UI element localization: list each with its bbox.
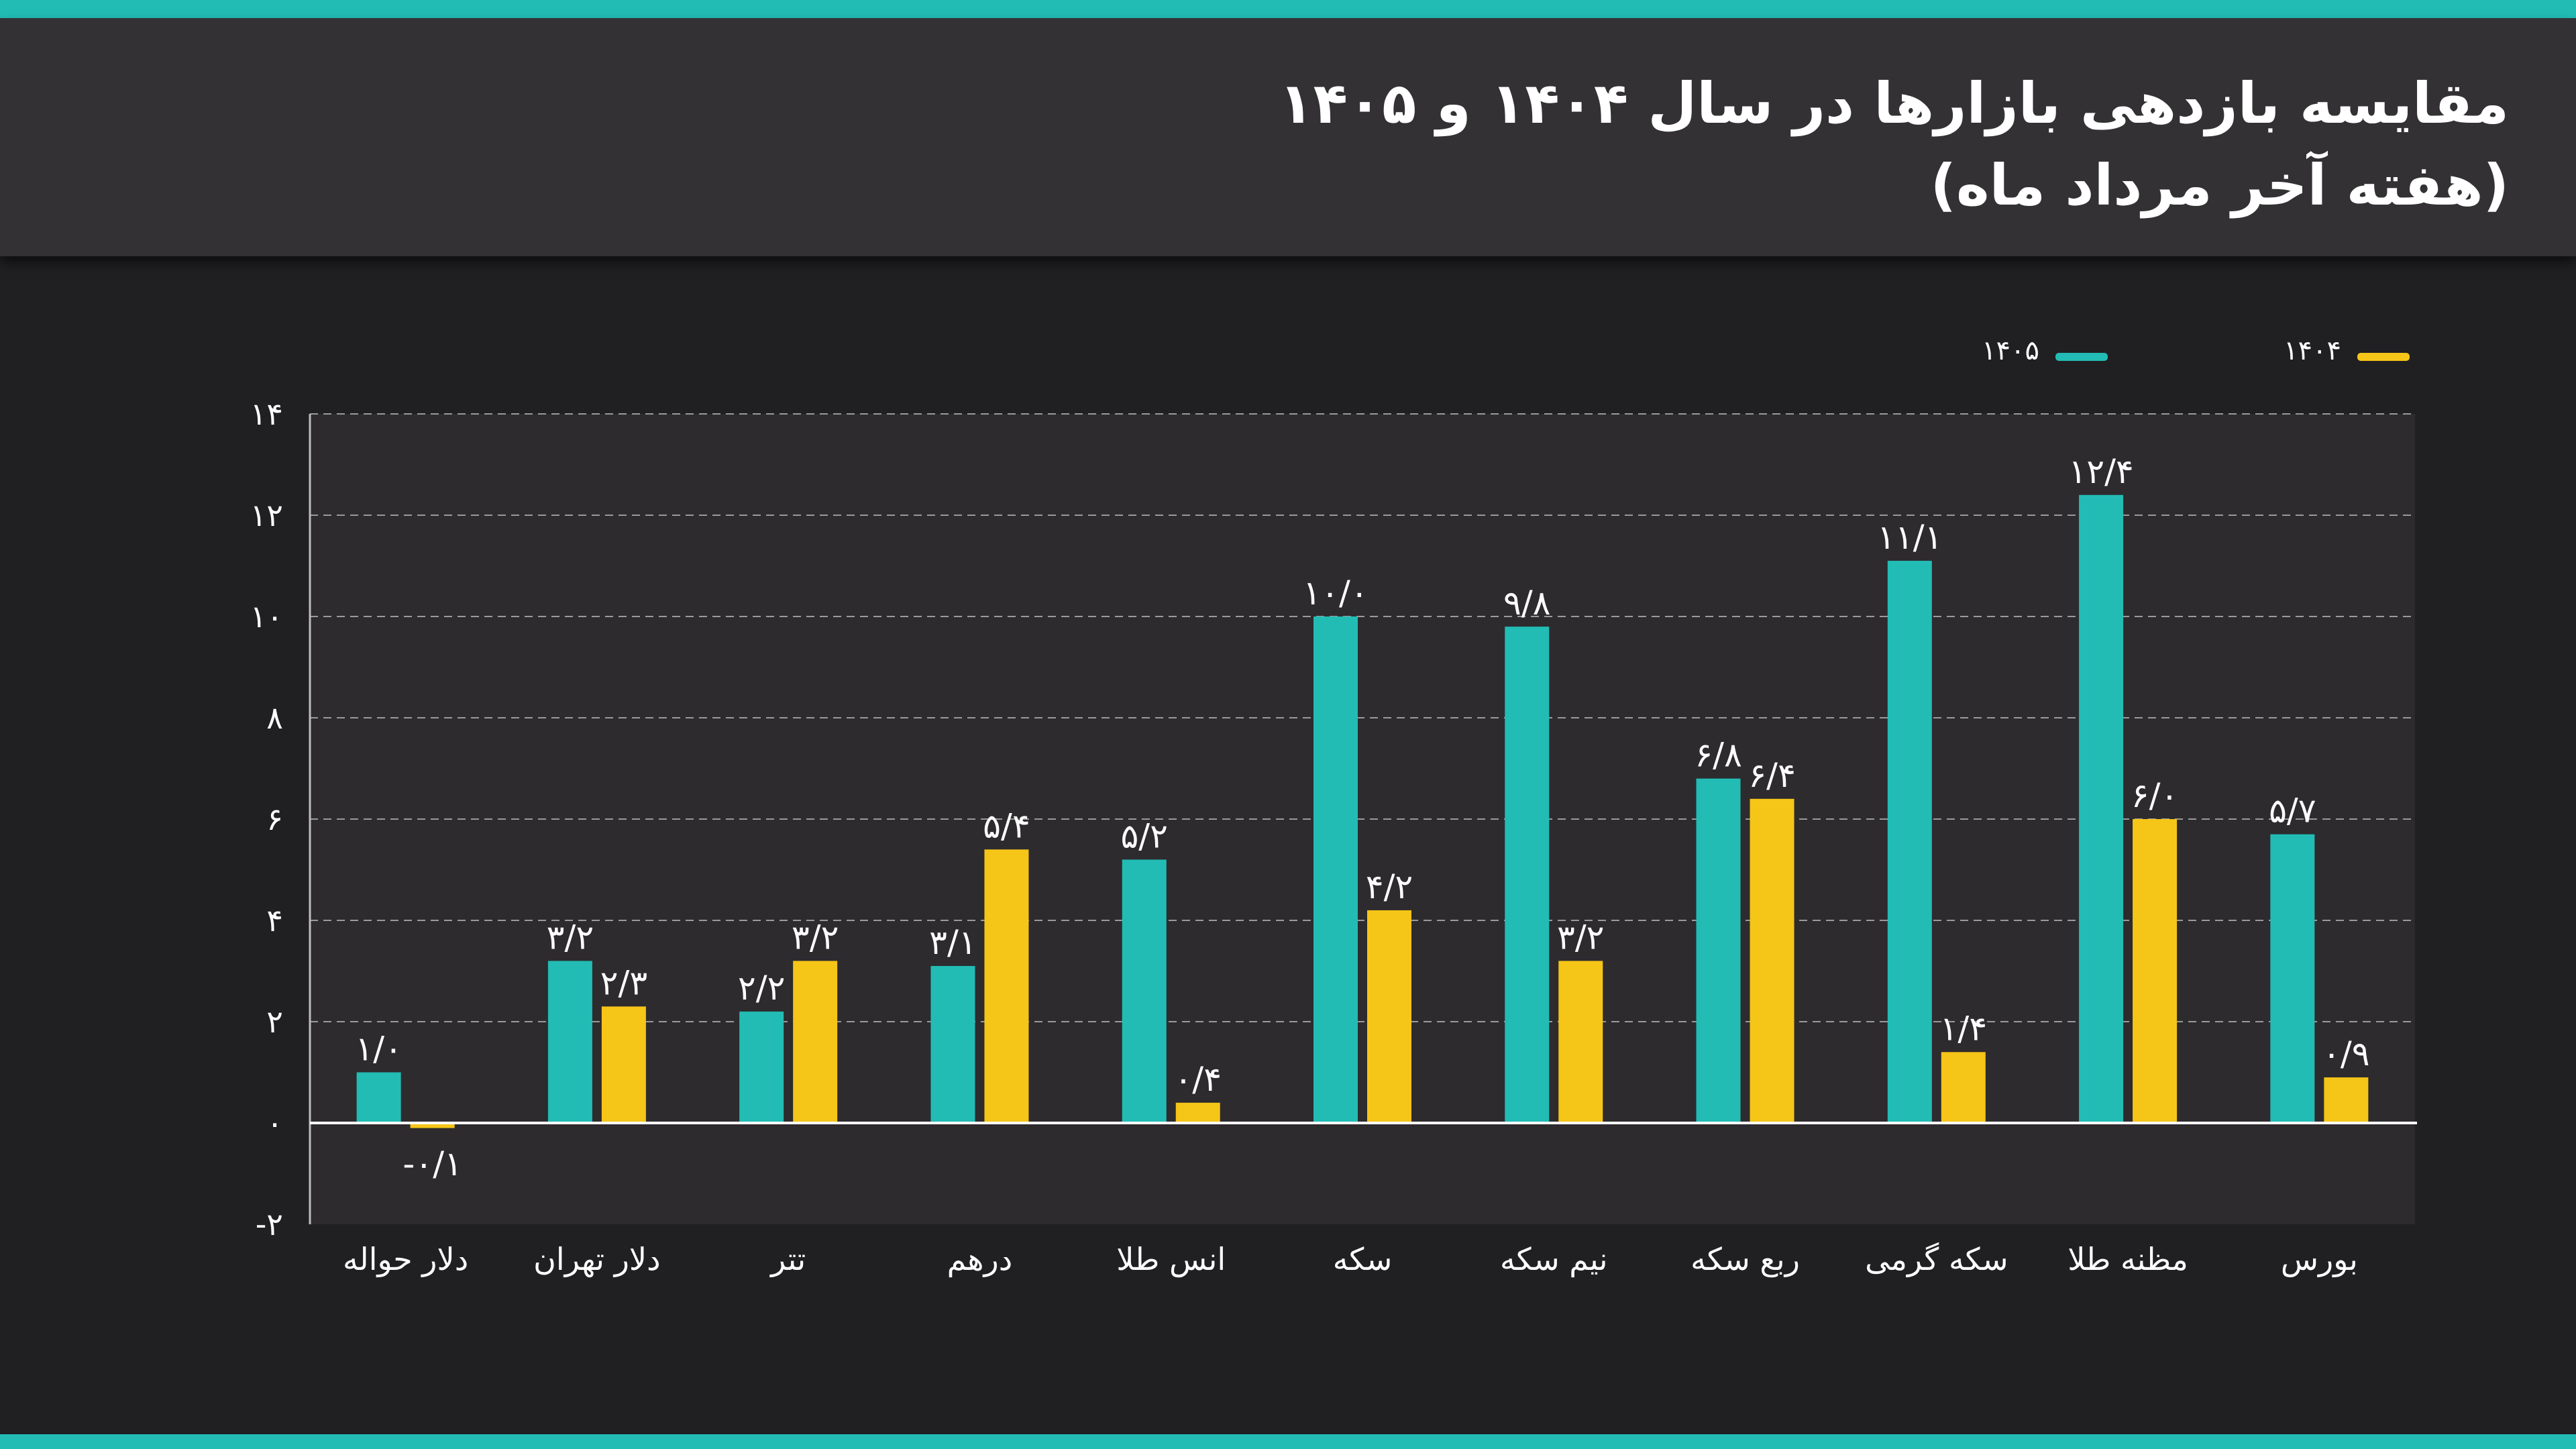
data-label: ۲/۳	[600, 963, 648, 1002]
category-label: تتر	[769, 1241, 806, 1278]
data-label: ۶/۰	[2131, 776, 2179, 815]
category-label: انس طلا	[1116, 1241, 1226, 1277]
data-label: ۱/۴	[1940, 1009, 1988, 1048]
y-tick-label: ۲	[266, 1004, 283, 1040]
data-label: ۶/۸	[1695, 736, 1742, 775]
data-label: ۶/۴	[1748, 756, 1796, 795]
bar	[739, 1011, 784, 1123]
bar	[356, 1072, 401, 1123]
y-tick-label: ۶	[266, 801, 283, 837]
chart-subtitle: (هفته آخر مرداد ماه)	[1930, 152, 2509, 218]
bar	[601, 1006, 646, 1123]
bottom-accent-stripe	[0, 1434, 2576, 1449]
category-label: سکه	[1333, 1241, 1393, 1277]
bar	[1696, 778, 1741, 1123]
data-label: ۱۲/۴	[2068, 452, 2133, 491]
bar	[2324, 1077, 2369, 1123]
category-label: درهم	[947, 1241, 1013, 1277]
y-tick-label: ۱۲	[250, 497, 283, 533]
legend-label: ۱۴۰۴	[2284, 335, 2341, 366]
y-tick-label: -۲	[256, 1206, 283, 1242]
y-tick-label: ۱۴	[250, 396, 283, 432]
bar	[1505, 627, 1550, 1123]
data-label: ۳/۲	[792, 918, 839, 957]
bar	[2133, 819, 2178, 1123]
category-label: دلار حواله	[343, 1241, 468, 1278]
bar	[793, 961, 838, 1123]
top-accent-stripe	[0, 0, 2576, 18]
bar	[1750, 798, 1794, 1123]
category-label: مظنه طلا	[2068, 1241, 2188, 1277]
category-label: ربع سکه	[1690, 1241, 1800, 1277]
data-label: ۵/۴	[983, 806, 1030, 845]
data-label: ۵/۲	[1120, 816, 1168, 855]
y-tick-label: ۴	[266, 902, 283, 938]
bar	[1313, 616, 1358, 1123]
bar	[2270, 834, 2315, 1123]
bar	[1175, 1102, 1220, 1123]
bar	[984, 849, 1029, 1123]
legend-label: ۱۴۰۵	[1982, 335, 2039, 366]
category-label: بورس	[2281, 1241, 2358, 1278]
data-label: ۹/۸	[1503, 584, 1551, 623]
data-label: ۵/۷	[2269, 792, 2316, 830]
header-panel: مقایسه بازدهی بازارها در سال ۱۴۰۴ و ۱۴۰۵…	[0, 18, 2576, 256]
bar	[930, 965, 975, 1123]
bar	[1941, 1052, 1986, 1123]
chart-title: مقایسه بازدهی بازارها در سال ۱۴۰۴ و ۱۴۰۵	[1279, 70, 2509, 136]
data-label: ۲/۲	[738, 969, 786, 1008]
data-label: ۳/۱	[929, 923, 977, 962]
bar	[2079, 494, 2124, 1123]
data-label: ۳/۲	[1557, 918, 1605, 957]
bar	[410, 1123, 455, 1128]
data-label: ۰/۹	[2322, 1034, 2370, 1073]
data-label: ۰/۴	[1174, 1060, 1222, 1099]
y-tick-label: ۱۰	[250, 598, 283, 635]
data-label: ۱۱/۱	[1877, 518, 1942, 557]
y-tick-label: ۸	[266, 700, 283, 736]
category-label: نیم سکه	[1500, 1241, 1608, 1277]
bar	[1558, 961, 1603, 1123]
bar	[1122, 859, 1167, 1123]
legend-swatch	[2055, 353, 2108, 361]
data-label: ۴/۲	[1366, 867, 1413, 906]
y-tick-label: ۰	[266, 1105, 283, 1141]
data-label: ۱۰/۰	[1303, 574, 1368, 612]
data-label: -۰/۱	[402, 1144, 462, 1183]
category-label: دلار تهران	[533, 1241, 661, 1278]
category-label: سکه گرمی	[1865, 1241, 2008, 1278]
legend-swatch	[2357, 353, 2410, 361]
data-label: ۱/۰	[355, 1030, 402, 1069]
data-label: ۳/۲	[547, 918, 594, 957]
bar	[1367, 910, 1411, 1123]
bar	[547, 961, 592, 1123]
bar	[1887, 560, 1932, 1123]
